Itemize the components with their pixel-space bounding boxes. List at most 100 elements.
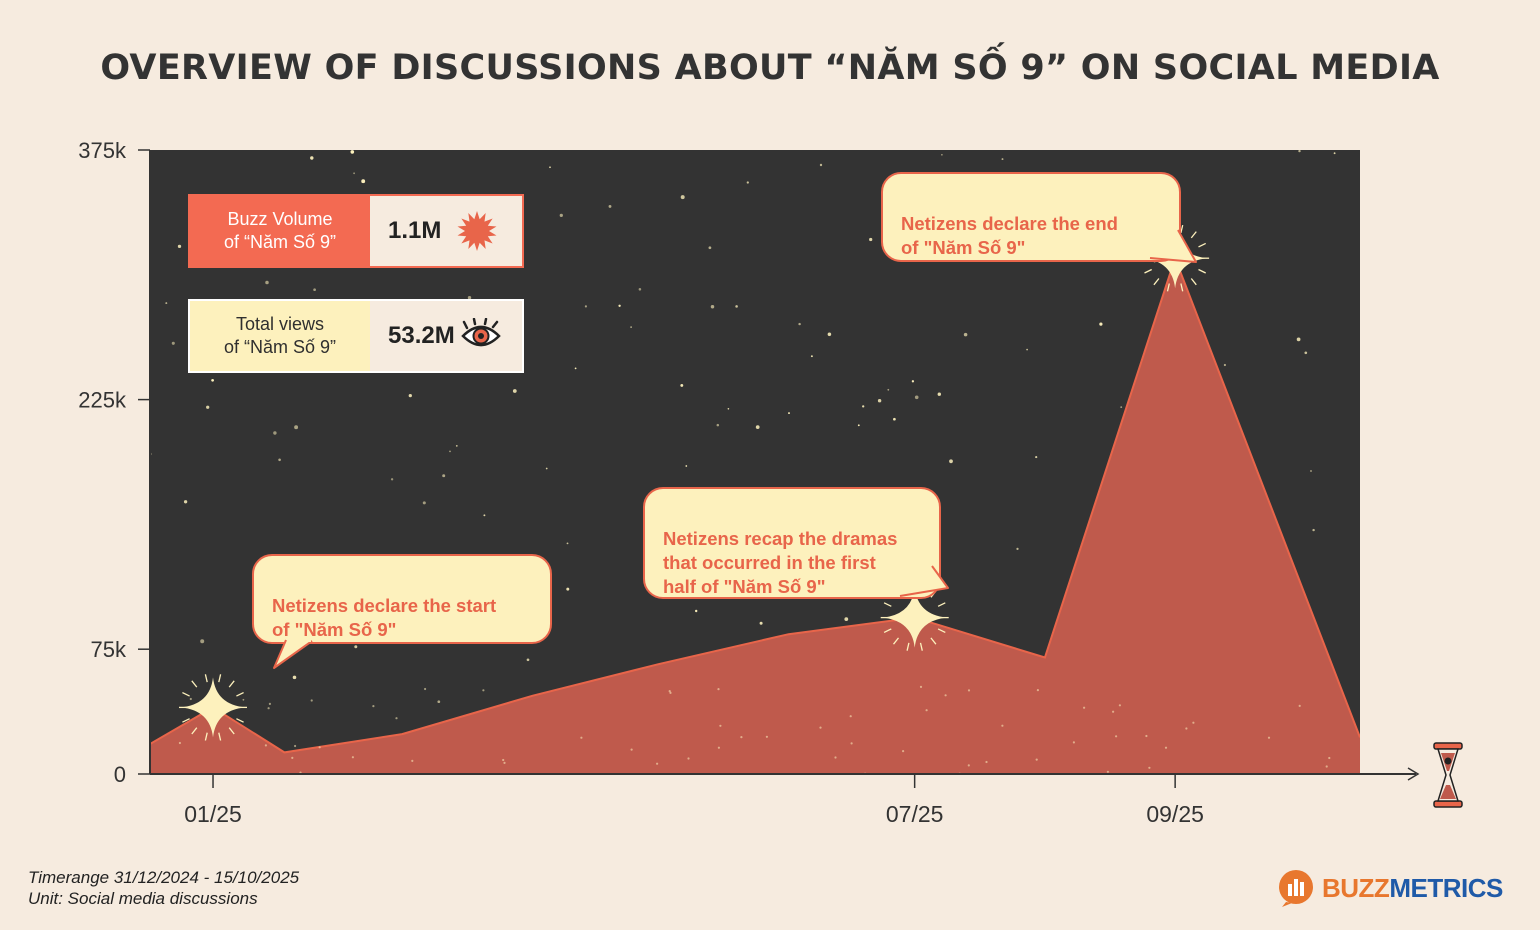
- star-dot: [354, 645, 358, 649]
- total-views-value-box: 53.2M: [370, 301, 522, 371]
- area-speck: [1083, 706, 1086, 709]
- star-dot: [350, 150, 355, 154]
- area-speck: [1298, 704, 1301, 708]
- area-speck: [1164, 746, 1168, 749]
- star-dot: [694, 609, 698, 613]
- star-dot: [1310, 470, 1312, 472]
- area-speck: [765, 735, 769, 738]
- sparkle-ray: [919, 642, 923, 651]
- sparkle-core: [181, 677, 245, 738]
- star-dot: [1016, 547, 1019, 551]
- area-speck: [630, 748, 633, 751]
- area-speck: [1192, 721, 1195, 724]
- area-speck: [669, 691, 672, 695]
- buzz-volume-value-box: 1.1M: [370, 196, 522, 266]
- area-series: [150, 258, 1360, 774]
- sparkle-ray: [236, 692, 244, 697]
- area-speck: [1001, 724, 1004, 727]
- star-dot: [442, 474, 446, 478]
- y-tick-label: 75k: [91, 637, 127, 662]
- star-dot: [177, 244, 182, 249]
- area-speck: [268, 702, 271, 706]
- star-dot: [911, 380, 915, 383]
- area-speck: [719, 724, 722, 727]
- area-speck: [267, 707, 270, 710]
- x-tick-label: 01/25: [184, 801, 242, 827]
- star-dot: [680, 383, 684, 387]
- sparkle-ray: [937, 628, 946, 633]
- area-speck: [687, 757, 690, 760]
- star-dot: [608, 204, 612, 208]
- sparkle-ray: [236, 718, 244, 723]
- sparkle-core: [882, 587, 947, 648]
- star-dot: [1333, 152, 1336, 155]
- area-speck: [351, 756, 354, 759]
- star-dot: [862, 405, 865, 408]
- star-dot: [630, 326, 632, 328]
- y-tick-label: 225k: [78, 388, 127, 413]
- star-dot: [746, 181, 749, 184]
- sparkle-ray: [1166, 283, 1170, 292]
- sparkle-ray: [182, 692, 190, 697]
- total-views-label: Total views of “Năm Số 9”: [190, 301, 370, 371]
- star-dot: [680, 195, 685, 200]
- star-dot: [549, 166, 551, 169]
- star-dot: [949, 459, 953, 464]
- callout-start-text: Netizens declare the start of "Năm Số 9": [272, 595, 497, 640]
- star-dot: [735, 305, 738, 308]
- sparkle-ray: [218, 732, 222, 741]
- star-dot: [1223, 363, 1226, 367]
- area-speck: [819, 726, 822, 729]
- star-dot: [310, 156, 314, 160]
- star-dot: [618, 304, 621, 307]
- star-dot: [437, 700, 441, 704]
- sparkle-ray: [228, 727, 235, 735]
- star-dot: [292, 675, 297, 680]
- area-speck: [850, 742, 853, 745]
- star-dot: [893, 417, 896, 421]
- star-dot: [1304, 351, 1308, 355]
- area-speck: [1118, 704, 1121, 707]
- star-dot: [512, 389, 517, 393]
- star-dot: [844, 617, 849, 621]
- x-tick-label: 07/25: [886, 801, 944, 827]
- star-dot: [827, 332, 832, 337]
- area-speck: [967, 689, 971, 692]
- area-speck: [310, 699, 313, 702]
- area-speck: [1036, 689, 1039, 692]
- star-dot: [857, 424, 860, 427]
- area-speck: [740, 736, 743, 739]
- star-dot: [566, 587, 570, 591]
- sparkle-ray: [204, 732, 208, 741]
- star-dot: [278, 458, 281, 462]
- star-dot: [1298, 150, 1301, 153]
- area-speck: [372, 705, 375, 708]
- logo-mark-icon: [1279, 870, 1313, 907]
- sparkle-ray: [1190, 278, 1197, 286]
- x-tick-label: 09/25: [1146, 801, 1204, 827]
- area-speck: [717, 688, 720, 691]
- area-speck: [580, 736, 583, 739]
- sparkle-ray: [883, 602, 892, 607]
- star-dot: [1099, 322, 1103, 326]
- star-dot: [759, 621, 763, 625]
- star-dot: [408, 393, 412, 398]
- sunburst-icon: [455, 209, 499, 253]
- total-views-card: Total views of “Năm Số 9” 53.2M: [188, 299, 524, 373]
- star-dot: [788, 412, 790, 415]
- star-dot: [242, 698, 245, 701]
- sparkle-ray: [191, 727, 198, 735]
- buzz-volume-label: Buzz Volume of “Năm Số 9”: [190, 196, 370, 266]
- star-dot: [819, 163, 823, 167]
- area-speck: [411, 759, 414, 763]
- area-speck: [849, 715, 852, 718]
- area-speck: [967, 764, 970, 767]
- star-dot: [727, 407, 730, 410]
- area-speck: [264, 744, 267, 747]
- star-dot: [165, 302, 168, 305]
- sparkle-ray: [883, 628, 892, 633]
- buzzmetrics-logo: BUZZMETRICS: [1276, 868, 1503, 908]
- brand-part1: BUZZ: [1322, 872, 1390, 903]
- area-speck: [717, 746, 721, 749]
